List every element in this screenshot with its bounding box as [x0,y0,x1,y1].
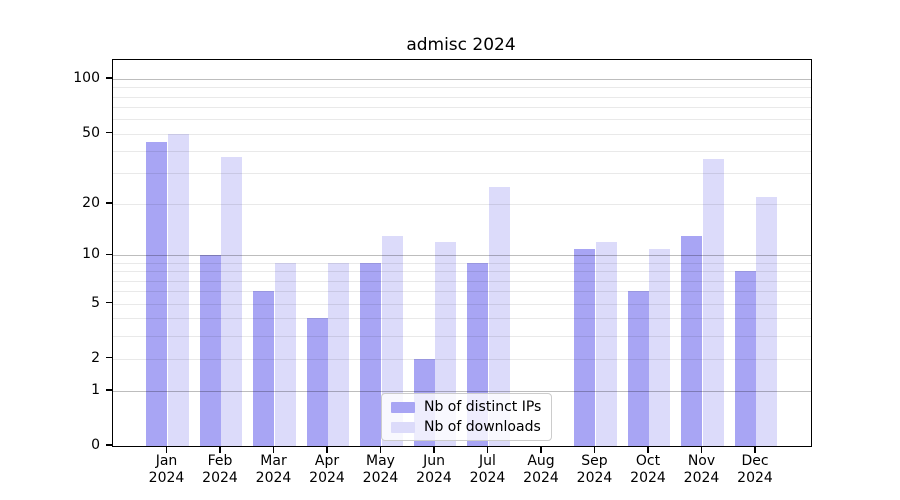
y-tick-label-2: 2 [91,349,100,366]
x-tick-label-dec: Dec 2024 [737,453,773,486]
bar-ips-may [360,263,382,446]
bar-downloads-jan [167,133,189,446]
y-tick-label-10: 10 [82,246,100,263]
bar-ips-nov [681,236,703,446]
x-tick-jun [433,446,435,453]
legend-swatch-ips [391,401,415,413]
x-tick-label-oct: Oct 2024 [630,453,666,486]
x-tick-nov [700,446,703,453]
bar-downloads-feb [221,156,243,446]
x-tick-mar [272,446,275,453]
y-tick-label-100: 100 [73,70,100,87]
x-tick-aug [540,446,542,453]
y-tick-100 [106,77,112,79]
x-tick-sep [593,446,596,453]
chart-title: admisc 2024 [406,35,516,55]
x-tick-label-feb: Feb 2024 [202,453,238,486]
gridline-minor-30 [113,173,811,175]
legend-item-downloads: Nb of downloads [391,419,541,435]
bar-ips-mar [253,291,275,446]
x-tick-may [379,446,382,453]
bar-downloads-nov [702,159,724,446]
y-tick-label-1: 1 [91,381,100,398]
legend-label-ips: Nb of distinct IPs [424,399,542,415]
gridline-minor-70 [113,107,811,109]
y-tick-20 [106,202,112,204]
gridline-minor-6 [113,291,811,293]
x-tick-jul [486,446,489,453]
gridline-minor-2 [113,358,811,360]
bar-ips-apr [306,318,328,446]
x-tick-label-may: May 2024 [362,453,399,486]
x-tick-label-nov: Nov 2024 [683,453,720,486]
y-tick-2 [106,356,112,359]
gridline-minor-8 [113,271,811,273]
bar-ips-feb [199,255,221,446]
gridline-minor-20 [113,204,811,206]
x-tick-label-apr: Apr 2024 [309,453,345,486]
gridline-minor-9 [113,263,811,264]
y-tick-0 [106,444,112,446]
y-tick-label-50: 50 [82,124,100,141]
y-tick-label-0: 0 [91,437,100,453]
y-tick-label-20: 20 [82,195,100,212]
gridline-minor-60 [113,119,811,121]
x-tick-label-jan: Jan 2024 [148,453,185,486]
gridline-minor-5 [113,303,811,305]
y-tick-5 [106,301,112,304]
x-tick-feb [219,446,221,453]
x-tick-oct [647,446,649,453]
y-tick-label-5: 5 [91,294,100,311]
x-tick-dec [754,446,756,453]
x-tick-label-mar: Mar 2024 [255,453,292,486]
x-tick-label-sep: Sep 2024 [576,453,613,486]
bar-ips-oct [627,291,649,446]
gridline-minor-50 [113,133,811,135]
y-tick-1 [106,389,112,391]
bar-downloads-jul [488,187,510,446]
legend-swatch-downloads [391,421,415,433]
gridline-major-100 [113,79,811,81]
gridline-minor-3 [113,335,811,337]
bar-downloads-mar [274,263,296,446]
gridline-minor-90 [113,87,811,89]
gridline-minor-4 [113,318,811,320]
x-tick-jan [165,446,168,453]
bar-ips-sep [574,248,596,446]
x-tick-label-jul: Jul 2024 [469,453,506,486]
gridline-minor-7 [113,280,811,282]
legend-label-downloads: Nb of downloads [424,419,541,435]
bar-downloads-oct [649,248,671,446]
x-tick-apr [326,446,328,453]
gridline-minor-40 [113,150,811,152]
bar-downloads-sep [595,242,617,446]
gridline-major-1 [113,390,811,392]
bar-downloads-apr [328,263,350,446]
y-tick-10 [106,253,112,256]
bar-ips-jan [146,141,168,446]
legend: Nb of distinct IPs Nb of downloads [381,393,553,441]
gridline-minor-80 [113,96,811,98]
x-tick-label-jun: Jun 2024 [416,453,452,486]
legend-item-ips: Nb of distinct IPs [391,399,541,415]
gridline-major-10 [113,255,811,257]
plot-area [112,59,812,447]
x-tick-label-aug: Aug 2024 [523,453,559,486]
y-tick-50 [106,131,112,134]
bar-downloads-dec [756,196,778,446]
